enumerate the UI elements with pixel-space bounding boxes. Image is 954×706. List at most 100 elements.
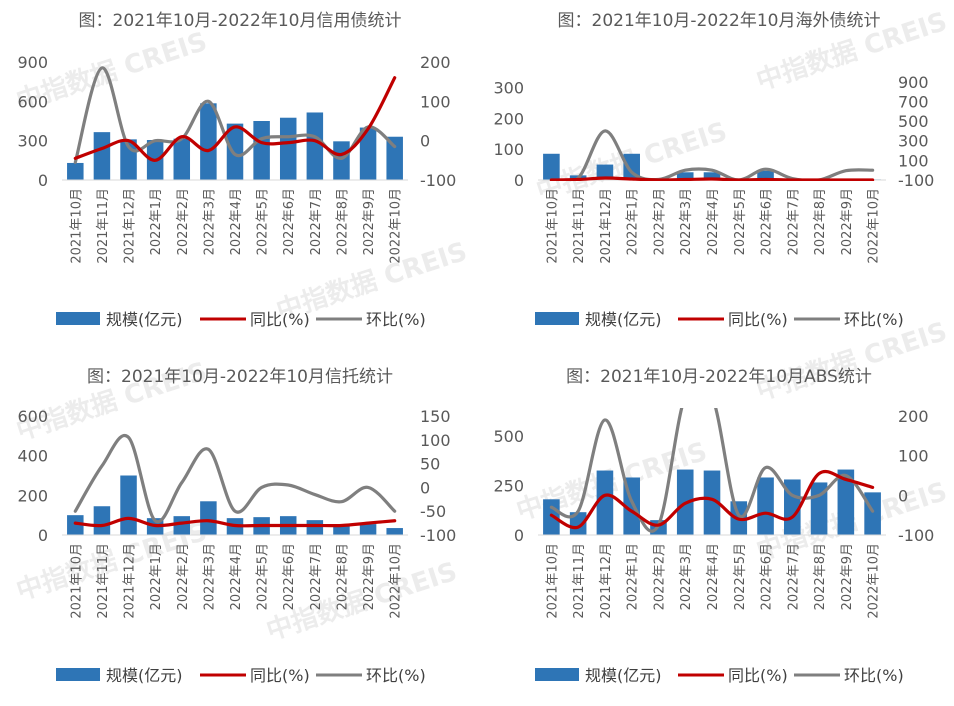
bar — [226, 123, 244, 180]
bar — [333, 141, 350, 180]
left-axis-tick: 200 — [493, 109, 524, 128]
x-tick-label: 2022年8月 — [813, 188, 828, 255]
x-tick-label: 2022年2月 — [176, 188, 191, 255]
chart-title: 图：2021年10月-2022年10月ABS统计 — [566, 367, 872, 387]
legend: 规模(亿元) 同比(%) 环比(%) — [535, 666, 904, 685]
legend-yoy-label: 同比(%) — [250, 666, 310, 685]
bar — [676, 172, 694, 180]
bar — [333, 524, 350, 535]
x-tick-label: 2022年9月 — [362, 543, 377, 610]
x-tick-label: 2021年10月 — [69, 188, 84, 264]
trust-chart: 图：2021年10月-2022年10月信托统计 0 200 400 600 -100 -5… — [17, 367, 456, 685]
bar — [543, 153, 560, 180]
x-tick-label: 2022年5月 — [256, 543, 271, 610]
bar — [120, 475, 137, 535]
bar — [306, 520, 324, 535]
bar — [253, 121, 270, 180]
bar — [359, 524, 377, 535]
x-tick-label: 2022年6月 — [760, 543, 775, 610]
x-tick-label: 2022年1月 — [149, 543, 164, 610]
legend-bar-label: 规模(亿元) — [106, 666, 183, 685]
chart-title: 图：2021年10月-2022年10月信托统计 — [87, 367, 393, 387]
x-tick-label: 2022年5月 — [733, 543, 748, 610]
bar — [596, 470, 614, 535]
bar — [359, 127, 377, 180]
credit-bond-chart: 图：2021年10月-2022年10月信用债统计 0 300 600 900 -100 0… — [17, 11, 456, 329]
x-tick-label: 2022年4月 — [229, 543, 244, 610]
overseas-bond-chart: 图：2021年10月-2022年10月海外债统计 0100200300-1001… — [493, 11, 934, 329]
left-axis-tick: 900 — [17, 53, 48, 72]
bar — [67, 515, 84, 535]
left-axis-tick: 200 — [17, 486, 48, 505]
x-tick-label: 2022年8月 — [335, 543, 350, 610]
x-tick-label: 2022年2月 — [176, 543, 191, 610]
left-axis-tick: 300 — [17, 132, 48, 151]
legend-bar-label: 规模(亿元) — [106, 310, 183, 329]
legend-mom-label: 环比(%) — [844, 666, 904, 685]
right-axis-tick: -50 — [420, 502, 446, 521]
right-axis-tick: 100 — [420, 431, 451, 450]
bar — [93, 506, 111, 535]
x-tick-label: 2022年5月 — [256, 188, 271, 255]
x-tick-label: 2021年11月 — [96, 188, 111, 264]
x-tick-label: 2022年2月 — [652, 543, 667, 610]
right-axis-tick: 500 — [898, 112, 929, 131]
left-axis-tick: 0 — [514, 526, 524, 545]
x-tick-label: 2022年10月 — [867, 543, 882, 619]
left-axis-tick: 600 — [17, 407, 48, 426]
x-tick-label: 2022年7月 — [309, 188, 324, 255]
bar — [200, 501, 217, 535]
chart-title: 图：2021年10月-2022年10月信用债统计 — [79, 11, 402, 31]
right-axis-tick: 100 — [898, 447, 929, 466]
x-tick-label: 2022年10月 — [389, 188, 404, 264]
x-tick-label: 2021年12月 — [599, 188, 614, 264]
right-axis-tick: 100 — [420, 92, 451, 111]
x-tick-label: 2021年12月 — [123, 188, 138, 264]
mom-line — [73, 433, 397, 524]
right-axis-tick: 100 — [898, 151, 929, 170]
right-axis-tick: 200 — [898, 407, 929, 426]
x-tick-label: 2022年1月 — [626, 188, 641, 255]
x-tick-label: 2021年11月 — [572, 543, 587, 619]
bar — [757, 477, 774, 535]
x-tick-label: 2022年7月 — [786, 543, 801, 610]
right-axis-tick: -100 — [420, 171, 456, 190]
bar — [173, 138, 191, 180]
legend: 规模(亿元) 同比(%) 环比(%) — [56, 666, 426, 685]
watermark-text: 中指数据 CREIS — [753, 317, 951, 407]
x-tick-label: 2021年11月 — [96, 543, 111, 619]
bar — [596, 164, 614, 180]
legend-yoy-label: 同比(%) — [728, 666, 788, 685]
legend-bar-swatch — [56, 668, 100, 681]
bar — [837, 469, 855, 535]
left-axis-tick: 0 — [38, 526, 48, 545]
bar — [703, 470, 721, 535]
legend-bar-swatch — [56, 312, 100, 325]
right-axis-tick: 300 — [898, 132, 929, 151]
x-tick-label: 2022年3月 — [202, 543, 217, 610]
right-axis-tick: 900 — [898, 73, 929, 92]
bar — [279, 117, 297, 180]
right-axis-tick: 0 — [420, 478, 430, 497]
left-axis-tick: 0 — [514, 171, 524, 190]
legend-yoy-label: 同比(%) — [250, 310, 310, 329]
x-tick-label: 2022年5月 — [733, 188, 748, 255]
left-axis-tick: 600 — [17, 92, 48, 111]
right-axis-tick: 700 — [898, 92, 929, 111]
legend-yoy-label: 同比(%) — [728, 310, 788, 329]
left-axis-tick: 250 — [493, 476, 524, 495]
legend-bar-swatch — [535, 312, 579, 325]
legend: 规模(亿元) 同比(%) 环比(%) — [535, 310, 904, 329]
bar — [93, 132, 111, 180]
legend-bar-swatch — [535, 668, 579, 681]
x-tick-label: 2022年3月 — [202, 188, 217, 255]
x-tick-label: 2022年10月 — [389, 543, 404, 619]
legend-mom-label: 环比(%) — [366, 666, 426, 685]
legend-mom-label: 环比(%) — [844, 310, 904, 329]
x-tick-label: 2021年12月 — [599, 543, 614, 619]
x-tick-label: 2022年2月 — [652, 188, 667, 255]
left-axis-tick: 300 — [493, 78, 524, 97]
x-tick-label: 2022年1月 — [626, 543, 641, 610]
right-axis-tick: 50 — [420, 455, 440, 474]
